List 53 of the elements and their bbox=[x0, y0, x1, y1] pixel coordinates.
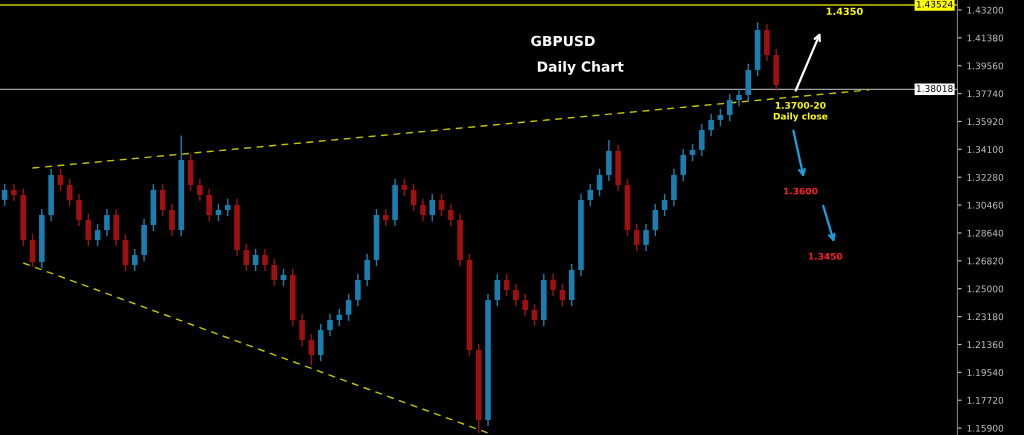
y-tick-label: 1.39560 bbox=[967, 62, 1004, 70]
y-tick-label: 1.15900 bbox=[967, 424, 1004, 432]
candlestick bbox=[708, 113, 714, 137]
y-tick-label: 1.23180 bbox=[967, 313, 1004, 321]
candlestick bbox=[271, 258, 278, 287]
text: GBPUSD bbox=[531, 35, 595, 47]
candlestick bbox=[699, 123, 705, 157]
candlestick bbox=[104, 208, 110, 237]
candlestick bbox=[550, 273, 556, 297]
candlestick bbox=[345, 293, 352, 322]
y-tick-label: 1.30460 bbox=[967, 201, 1004, 209]
ref-line-label: 1.43524 bbox=[916, 0, 953, 8]
candlestick bbox=[736, 88, 742, 107]
candlestick bbox=[429, 193, 436, 222]
y-tick-label: 1.17720 bbox=[967, 396, 1004, 404]
candlestick bbox=[355, 273, 361, 307]
candlestick bbox=[206, 188, 212, 222]
y-tick-label: 1.19540 bbox=[967, 369, 1004, 376]
candlestick bbox=[522, 293, 528, 317]
y-tick-label: 1.43200 bbox=[967, 6, 1004, 14]
annotation: Daily close bbox=[773, 112, 828, 122]
y-tick-label: 1.25000 bbox=[967, 285, 1004, 293]
candlestick bbox=[680, 148, 687, 182]
candlestick bbox=[364, 253, 370, 287]
candlestick bbox=[643, 223, 649, 252]
y-tick-label: 1.26820 bbox=[967, 257, 1004, 265]
candlestick bbox=[76, 193, 82, 227]
annotation: 1.4350 bbox=[826, 7, 863, 15]
text: Daily Chart bbox=[537, 61, 624, 75]
candlestick bbox=[513, 283, 519, 307]
y-tick-label: 1.35920 bbox=[967, 118, 1004, 126]
annotation: 1.3450 bbox=[808, 252, 843, 260]
y-tick-label: 1.28640 bbox=[967, 229, 1004, 237]
y-tick-label: 1.21360 bbox=[967, 341, 1004, 349]
candlestick bbox=[327, 313, 333, 337]
candlestick bbox=[197, 178, 203, 202]
annotation: 1.3600 bbox=[784, 187, 818, 195]
y-tick-label: 1.41380 bbox=[967, 34, 1004, 42]
candlestick bbox=[11, 183, 17, 202]
ref-line-label: 1.38018 bbox=[916, 85, 953, 92]
candlestick bbox=[262, 248, 268, 272]
candlestick bbox=[448, 203, 454, 227]
candlestick bbox=[299, 313, 305, 347]
y-tick-label: 1.34100 bbox=[967, 146, 1004, 153]
candlestick bbox=[420, 198, 426, 222]
candlestick bbox=[66, 178, 73, 207]
candlestick bbox=[587, 183, 594, 207]
candlestick bbox=[633, 223, 640, 252]
y-tick-label: 1.37740 bbox=[967, 90, 1004, 98]
y-tick-label: 1.32280 bbox=[967, 173, 1004, 181]
candlestick bbox=[169, 203, 175, 237]
annotation: 1.3700-20 bbox=[775, 101, 826, 109]
candlestick bbox=[132, 248, 138, 272]
